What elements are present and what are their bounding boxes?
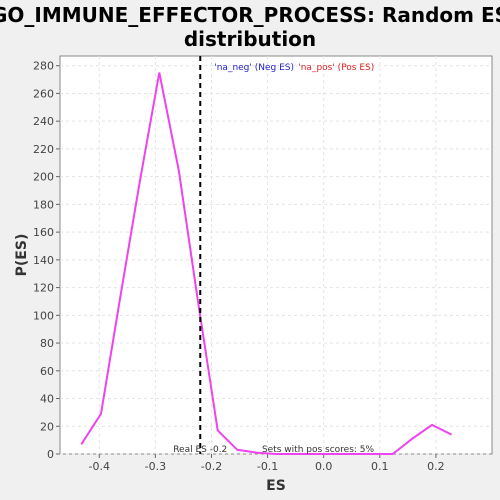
y-tick-label: 100 — [33, 309, 54, 322]
y-tick-label: 200 — [33, 171, 54, 184]
x-tick-label: -0.2 — [201, 460, 222, 473]
x-tick-label: 0.0 — [315, 460, 333, 473]
y-tick-label: 80 — [40, 337, 54, 350]
y-tick-label: 40 — [40, 393, 54, 406]
y-tick-label: 180 — [33, 198, 54, 211]
y-axis: 0 20 40 60 80 100 120 140 160 180 200 220 240 260 280 — [33, 60, 60, 461]
y-tick-label: 280 — [33, 60, 54, 73]
chart-title-line1: GO_IMMUNE_EFFECTOR_PROCESS: Random ES — [0, 3, 500, 27]
plot-area — [59, 55, 493, 455]
y-tick-label: 240 — [33, 115, 54, 128]
legend-pos-entry: 'na_pos' (Pos ES) — [298, 63, 374, 73]
x-tick-label: 0.1 — [371, 460, 389, 473]
y-axis-label: P(ES) — [14, 234, 30, 277]
y-tick-label: 120 — [33, 282, 54, 295]
y-tick-label: 20 — [40, 420, 54, 433]
y-tick-label: 0 — [47, 448, 54, 461]
x-tick-label: 0.2 — [427, 460, 445, 473]
sets-pos-scores-label: Sets with pos scores: 5% — [262, 445, 375, 455]
y-tick-label: 140 — [33, 254, 54, 267]
y-tick-label: 60 — [40, 365, 54, 378]
x-tick-label: -0.4 — [89, 460, 110, 473]
y-tick-label: 160 — [33, 226, 54, 239]
x-axis-label: ES — [266, 478, 286, 494]
real-es-label: Real ES -0.2 — [173, 445, 227, 455]
y-tick-label: 260 — [33, 87, 54, 100]
grid-lines — [60, 56, 492, 455]
x-tick-label: -0.1 — [257, 460, 278, 473]
series-line — [80, 72, 453, 455]
y-tick-label: 220 — [33, 143, 54, 156]
chart-title-line2: distribution — [184, 27, 316, 51]
x-axis: -0.4 -0.3 -0.2 -0.1 0.0 0.1 0.2 — [89, 454, 445, 473]
x-tick-label: -0.3 — [145, 460, 166, 473]
legend-neg-entry: 'na_neg' (Neg ES) — [214, 63, 294, 73]
